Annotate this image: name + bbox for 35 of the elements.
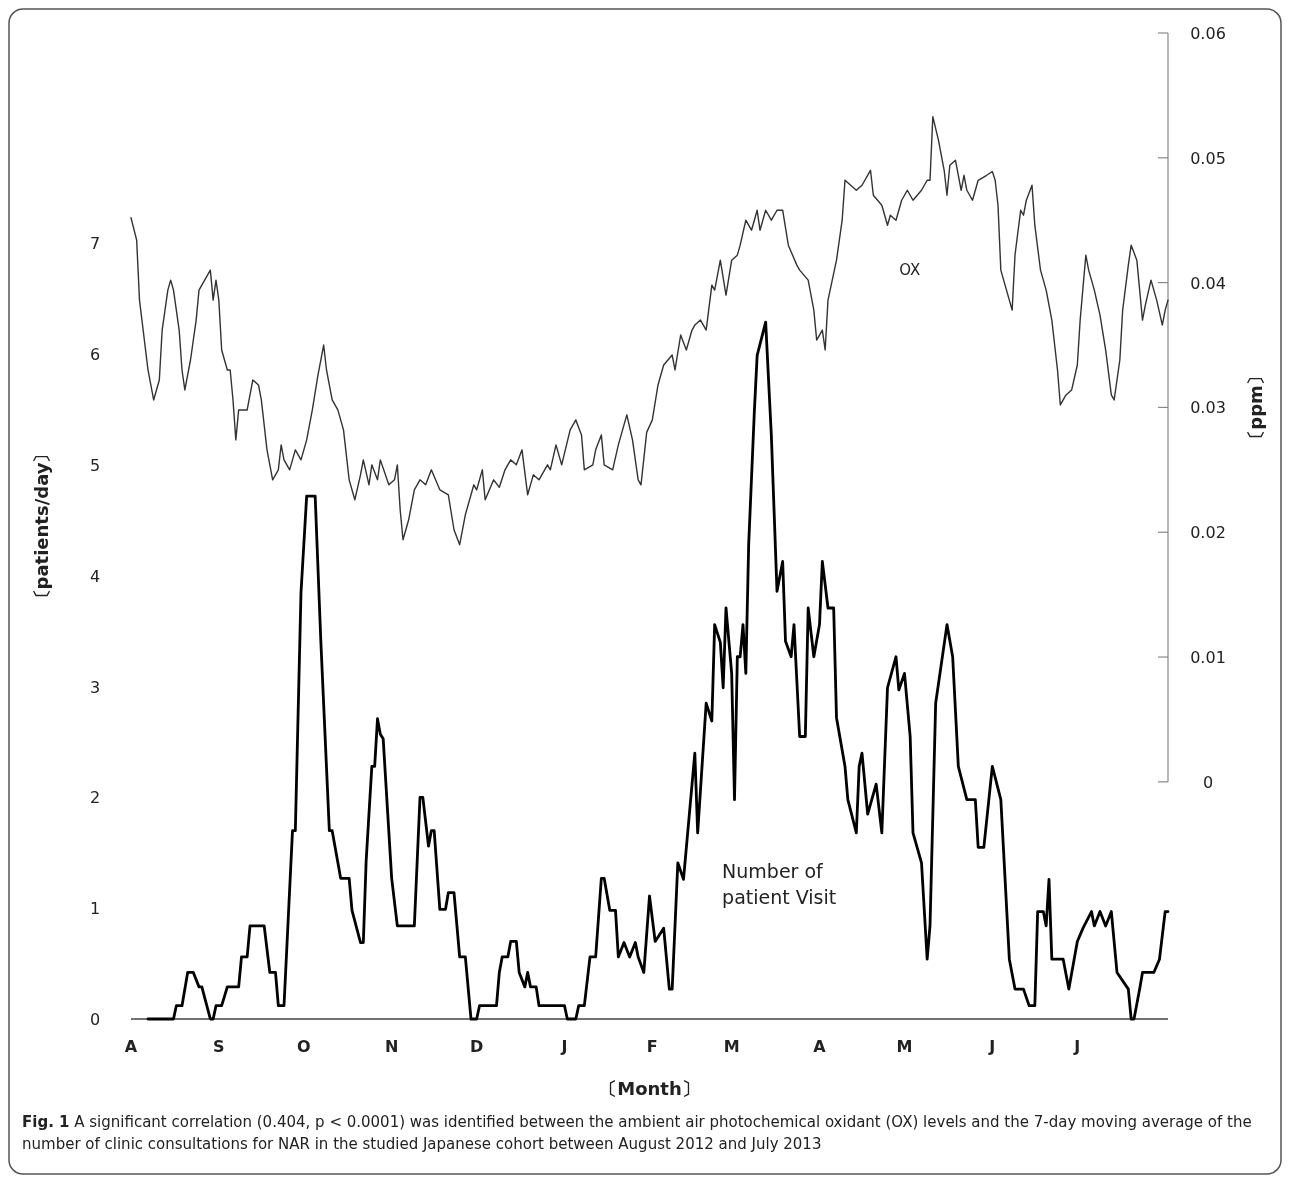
y2-tick-label: 0.06 xyxy=(1190,24,1226,43)
y2-tick-label: 0.02 xyxy=(1190,523,1226,543)
y-tick-label: 7 xyxy=(89,234,101,254)
x-tick-label: A xyxy=(813,1037,827,1056)
y-tick-label: 3 xyxy=(89,677,101,697)
x-tick-label: J xyxy=(560,1037,568,1056)
x-tick-label: S xyxy=(213,1037,225,1056)
text: OX xyxy=(899,260,921,279)
y-axis-title: 〔patients/day〕 xyxy=(31,444,52,608)
x-tick-label: N xyxy=(384,1037,399,1056)
y-tick-label: 4 xyxy=(89,566,101,586)
y-tick-label: 1 xyxy=(89,899,101,919)
y2-tick-label: 0.03 xyxy=(1190,398,1226,418)
y-tick-label: 0 xyxy=(89,1010,101,1029)
y2-tick-label: 0.05 xyxy=(1190,148,1226,168)
line-series xyxy=(130,115,1169,546)
caption: Fig. 1 A significant correlation (0.404, p < 0.0001) was identified between the ambient air photochemical oxidant (OX) levels and the 7-day moving average of the number of clinic consultations for NAR in the studied Japanese cohort between August 2012 and July 2013 xyxy=(22,1112,1253,1155)
y2-tick-label: 0 xyxy=(1202,772,1214,792)
y-tick-label: 2 xyxy=(89,788,101,808)
y-tick-label: 5 xyxy=(89,456,101,476)
x-tick-label: O xyxy=(297,1037,311,1056)
x-tick-label: M xyxy=(723,1037,740,1056)
y2-axis-title: 〔ppm〕 xyxy=(1245,367,1266,448)
x-tick-label: A xyxy=(124,1037,138,1056)
x-tick-label: M xyxy=(896,1037,913,1056)
x-tick-label: J xyxy=(988,1037,996,1056)
y2-tick-label: 0.04 xyxy=(1190,273,1226,293)
line-series xyxy=(146,320,1170,1021)
x-tick-label: D xyxy=(470,1037,484,1056)
y-tick-label: 6 xyxy=(89,345,101,365)
x-axis-title: 〔Month〕 xyxy=(599,1078,700,1099)
series-label: Number of patient Visit xyxy=(722,860,837,908)
y2-tick-label: 0.01 xyxy=(1190,648,1226,668)
x-tick-label: J xyxy=(1073,1037,1081,1056)
x-tick-label: F xyxy=(646,1037,658,1056)
